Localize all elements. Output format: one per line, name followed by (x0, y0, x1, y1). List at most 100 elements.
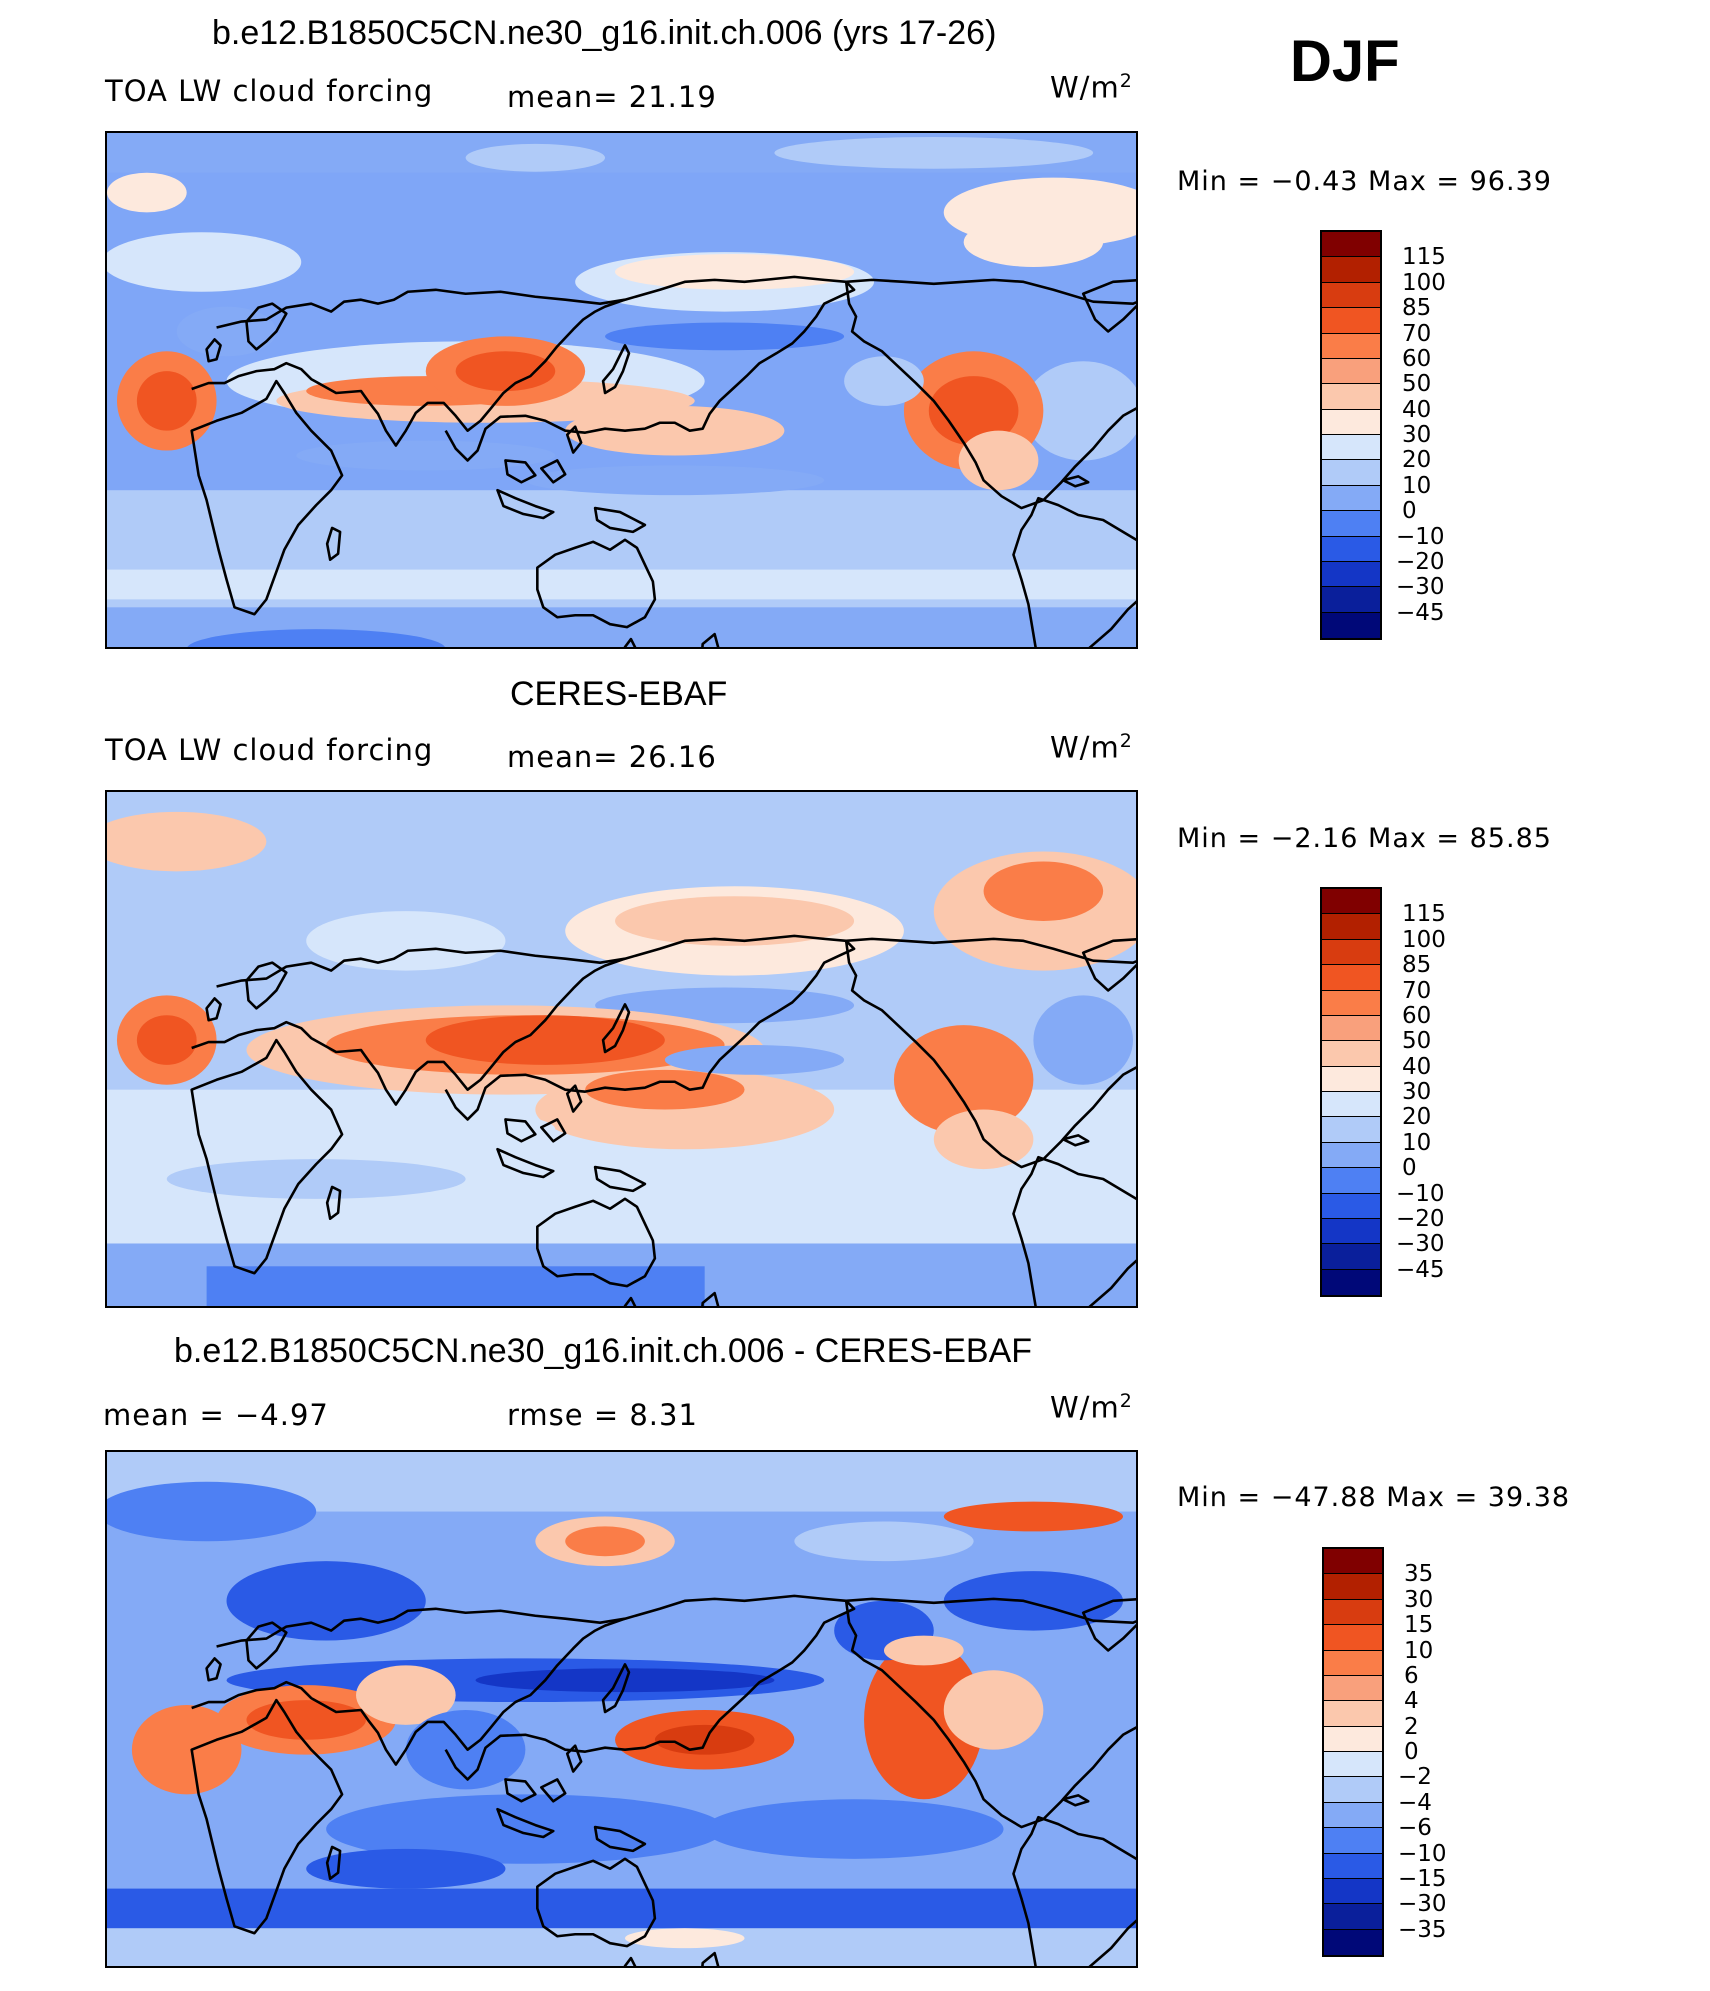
colorbar-segment (1324, 1599, 1382, 1626)
colorbar-segment (1324, 1650, 1382, 1676)
colorbar-tick-label: 10 (1404, 1637, 1434, 1664)
colorbar-segment (1322, 939, 1380, 966)
colorbar-tick-label: −45 (1396, 599, 1445, 626)
colorbar-segment (1324, 1904, 1382, 1930)
panel-2-colorbar (1320, 887, 1382, 1297)
colorbar-segment (1322, 308, 1380, 334)
colorbar-tick-label: 50 (1402, 1028, 1432, 1055)
panel-1-field (107, 133, 1136, 647)
colorbar-tick-label: 40 (1402, 1053, 1432, 1080)
colorbar-tick-label: −10 (1396, 523, 1445, 550)
colorbar-tick-label: 30 (1402, 1079, 1432, 1105)
colorbar-segment (1322, 1041, 1380, 1067)
colorbar-tick-label: −6 (1398, 1815, 1432, 1842)
season-label: DJF (1290, 29, 1400, 94)
colorbar-segment (1322, 1218, 1380, 1245)
panel-2-minmax: Min = −2.16 Max = 85.85 (1177, 823, 1552, 854)
colorbar-segment (1324, 1878, 1382, 1905)
colorbar-tick-label: 4 (1404, 1688, 1419, 1715)
colorbar-segment (1324, 1549, 1382, 1575)
panel-3-units: W/m2 (1050, 1390, 1133, 1425)
colorbar-segment (1324, 1675, 1382, 1702)
colorbar-tick-label: 0 (1402, 498, 1417, 525)
colorbar-segment (1322, 561, 1380, 588)
colorbar-segment (1324, 1726, 1382, 1752)
colorbar-segment (1322, 1193, 1380, 1219)
panel-2-title: CERES-EBAF (510, 675, 728, 713)
panel-3-field (107, 1452, 1136, 1966)
colorbar-tick-label: 6 (1404, 1662, 1419, 1689)
colorbar-segment (1324, 1625, 1382, 1651)
panel-3-title: b.e12.B1850C5CN.ne30_g16.init.ch.006 - C… (174, 1332, 1033, 1370)
panel-1-variable-label: TOA LW cloud forcing (105, 74, 434, 108)
colorbar-segment (1324, 1929, 1382, 1955)
panel-3-colorbar (1322, 1547, 1384, 1957)
panel-2-variable-label: TOA LW cloud forcing (105, 733, 434, 767)
colorbar-segment (1324, 1802, 1382, 1829)
colorbar-segment (1322, 1015, 1380, 1042)
colorbar-segment (1324, 1853, 1382, 1879)
colorbar-tick-label: 100 (1402, 926, 1446, 953)
colorbar-tick-label: −35 (1398, 1916, 1447, 1943)
colorbar-segment (1324, 1752, 1382, 1778)
colorbar-segment (1322, 990, 1380, 1016)
colorbar-segment (1322, 511, 1380, 537)
colorbar-tick-label: 50 (1402, 371, 1432, 398)
colorbar-tick-label: 40 (1402, 396, 1432, 423)
panel-1-colorbar (1320, 230, 1382, 640)
colorbar-tick-label: 115 (1402, 901, 1446, 928)
colorbar-tick-label: 2 (1404, 1713, 1419, 1740)
colorbar-tick-label: −30 (1396, 1231, 1445, 1258)
colorbar-tick-label: −10 (1396, 1180, 1445, 1207)
colorbar-segment (1322, 409, 1380, 435)
colorbar-tick-label: 10 (1402, 1129, 1432, 1156)
colorbar-tick-label: 85 (1402, 952, 1432, 979)
colorbar-tick-label: 100 (1402, 269, 1446, 296)
colorbar-tick-label: −30 (1398, 1891, 1447, 1918)
colorbar-tick-label: 20 (1402, 447, 1432, 474)
panel-1-map (105, 131, 1138, 649)
colorbar-segment (1322, 1092, 1380, 1118)
colorbar-tick-label: −20 (1396, 548, 1445, 575)
panel-1-mean: mean= 21.19 (507, 80, 717, 114)
colorbar-segment (1324, 1701, 1382, 1727)
colorbar-tick-label: 60 (1402, 345, 1432, 372)
colorbar-tick-label: 10 (1402, 472, 1432, 499)
panel-2-mean: mean= 26.16 (507, 740, 717, 774)
panel-2-map (105, 790, 1138, 1308)
colorbar-segment (1322, 460, 1380, 486)
colorbar-segment (1322, 358, 1380, 385)
colorbar-tick-label: 30 (1404, 1586, 1434, 1613)
colorbar-segment (1322, 282, 1380, 309)
colorbar-tick-label: −20 (1396, 1205, 1445, 1232)
colorbar-tick-label: 60 (1402, 1002, 1432, 1029)
colorbar-tick-label: −10 (1398, 1840, 1447, 1867)
panel-1-title: b.e12.B1850C5CN.ne30_g16.init.ch.006 (yr… (212, 14, 997, 52)
colorbar-segment (1322, 435, 1380, 461)
colorbar-segment (1322, 1117, 1380, 1143)
colorbar-segment (1322, 587, 1380, 613)
colorbar-segment (1322, 965, 1380, 991)
colorbar-segment (1324, 1828, 1382, 1854)
colorbar-tick-label: 20 (1402, 1104, 1432, 1131)
colorbar-segment (1322, 333, 1380, 359)
panel-3-mean: mean = −4.97 (103, 1398, 329, 1432)
colorbar-segment (1322, 485, 1380, 512)
colorbar-tick-label: 115 (1402, 244, 1446, 271)
panel-3-map (105, 1450, 1138, 1968)
colorbar-segment (1322, 232, 1380, 258)
colorbar-tick-label: 0 (1402, 1155, 1417, 1182)
colorbar-segment (1322, 889, 1380, 915)
colorbar-segment (1322, 1168, 1380, 1194)
colorbar-tick-label: 0 (1404, 1739, 1419, 1765)
colorbar-segment (1322, 384, 1380, 410)
panel-3-minmax: Min = −47.88 Max = 39.38 (1177, 1482, 1571, 1513)
panel-1-minmax: Min = −0.43 Max = 96.39 (1177, 166, 1552, 197)
colorbar-tick-label: −2 (1398, 1764, 1432, 1791)
panel-1-units: W/m2 (1050, 70, 1133, 105)
colorbar-segment (1322, 1066, 1380, 1092)
colorbar-segment (1322, 536, 1380, 562)
colorbar-tick-label: 85 (1402, 295, 1432, 322)
colorbar-tick-label: −45 (1396, 1256, 1445, 1283)
colorbar-segment (1322, 1269, 1380, 1295)
